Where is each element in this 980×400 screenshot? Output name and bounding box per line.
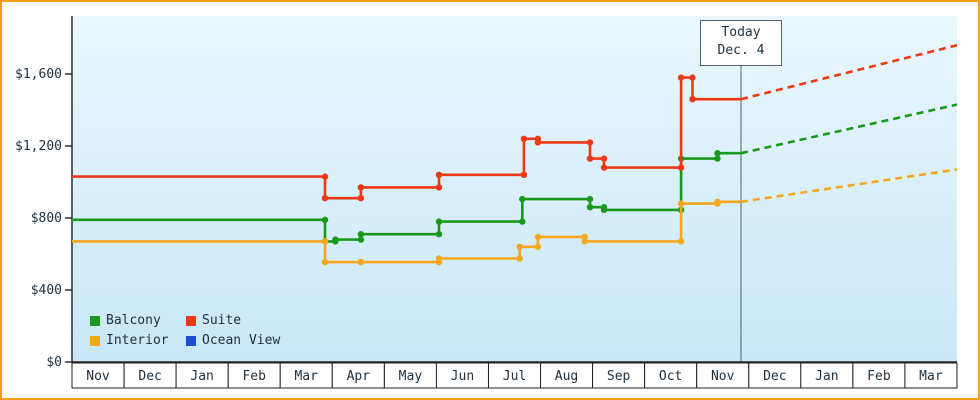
series-marker-suite: [321, 195, 329, 202]
month-cell: [331, 362, 385, 389]
month-label: Jan: [190, 369, 213, 384]
today-date: Dec. 4: [717, 43, 765, 58]
series-marker-balcony: [321, 216, 329, 223]
month-label: Feb: [867, 369, 891, 384]
y-axis-label: $1,600: [15, 67, 62, 82]
legend-item-interior: Interior: [90, 333, 186, 348]
legend-item-balcony: Balcony: [90, 313, 186, 328]
legend-label-balcony: Balcony: [106, 313, 161, 328]
series-marker-suite: [520, 135, 528, 142]
month-label: May: [399, 369, 423, 384]
legend-label-ocean-view: Ocean View: [202, 333, 281, 348]
y-axis-label: $1,200: [15, 139, 62, 154]
month-cell: [488, 362, 542, 389]
month-label: Oct: [659, 369, 682, 384]
series-marker-balcony: [586, 195, 594, 203]
month-cell: [904, 362, 958, 389]
projection-line-suite: [740, 43, 958, 101]
series-marker-balcony: [435, 218, 443, 225]
series-marker-balcony: [332, 236, 339, 243]
series-marker-balcony: [519, 218, 526, 225]
balcony-swatch-icon: [90, 315, 100, 326]
month-label: Aug: [555, 369, 578, 384]
projection-line-balcony: [740, 103, 958, 155]
series-marker-interior: [714, 198, 721, 205]
month-cell: [592, 362, 646, 389]
month-label: Mar: [919, 369, 943, 384]
month-label: Nov: [86, 369, 110, 384]
series-marker-suite: [435, 171, 443, 178]
legend-label-interior: Interior: [106, 333, 169, 348]
series-marker-interior: [677, 238, 685, 245]
series-marker-interior: [581, 238, 588, 245]
series-marker-suite: [600, 155, 608, 162]
series-marker-interior: [516, 255, 523, 262]
month-label: Nov: [711, 369, 735, 384]
projection-line-interior: [740, 168, 958, 204]
y-axis-label: $400: [31, 283, 62, 298]
series-marker-suite: [357, 195, 365, 202]
month-cell: [852, 362, 906, 389]
month-label: Jun: [451, 369, 474, 384]
month-label: Dec: [138, 369, 161, 384]
plot-background: [72, 16, 957, 362]
month-label: Dec: [763, 369, 786, 384]
month-cell: [383, 362, 437, 389]
series-marker-balcony: [600, 206, 608, 214]
series-marker-interior: [534, 233, 542, 241]
suite-swatch-icon: [186, 315, 196, 326]
series-marker-suite: [677, 164, 685, 171]
legend-label-suite: Suite: [202, 313, 242, 328]
legend-item-suite: Suite: [186, 313, 280, 328]
series-marker-interior: [321, 258, 329, 266]
series-marker-suite: [520, 171, 528, 178]
series-marker-interior: [516, 243, 523, 250]
series-marker-interior: [435, 255, 443, 262]
series-marker-suite: [689, 74, 696, 81]
series-marker-suite: [586, 155, 594, 162]
series-marker-suite: [321, 173, 329, 180]
series-marker-suite: [534, 139, 542, 146]
series-marker-suite: [677, 74, 685, 81]
month-label: Feb: [242, 369, 266, 384]
month-label: Jan: [815, 369, 838, 384]
series-marker-interior: [534, 243, 542, 250]
legend-item-ocean-view: Ocean View: [186, 333, 280, 348]
series-marker-balcony: [357, 231, 365, 238]
series-marker-balcony: [714, 150, 721, 157]
series-marker-balcony: [435, 231, 443, 238]
series-marker-suite: [357, 184, 365, 191]
month-label: Apr: [347, 369, 371, 384]
month-label: Mar: [294, 369, 318, 384]
legend: Balcony Suite Interior Ocean View: [90, 313, 280, 348]
series-marker-interior: [357, 258, 365, 266]
series-marker-balcony: [519, 195, 526, 203]
month-cell: [748, 362, 802, 389]
series-marker-interior: [581, 233, 588, 241]
y-axis-label: $0: [46, 355, 62, 370]
series-marker-suite: [600, 164, 608, 171]
today-label: Today: [721, 25, 761, 40]
today-marker-box: Today Dec. 4: [700, 20, 782, 66]
series-marker-suite: [689, 96, 696, 103]
series-marker-interior: [321, 238, 329, 245]
series-marker-interior: [677, 200, 685, 207]
interior-swatch-icon: [90, 335, 100, 346]
month-cell: [800, 362, 854, 389]
series-marker-balcony: [586, 204, 594, 211]
y-axis-label: $800: [31, 211, 62, 226]
ocean-view-swatch-icon: [186, 335, 196, 346]
month-label: Jul: [503, 369, 526, 384]
series-marker-balcony: [357, 236, 365, 243]
month-label: Sep: [607, 369, 631, 384]
series-marker-suite: [586, 139, 594, 146]
series-marker-suite: [435, 184, 443, 191]
series-marker-balcony: [714, 155, 721, 162]
